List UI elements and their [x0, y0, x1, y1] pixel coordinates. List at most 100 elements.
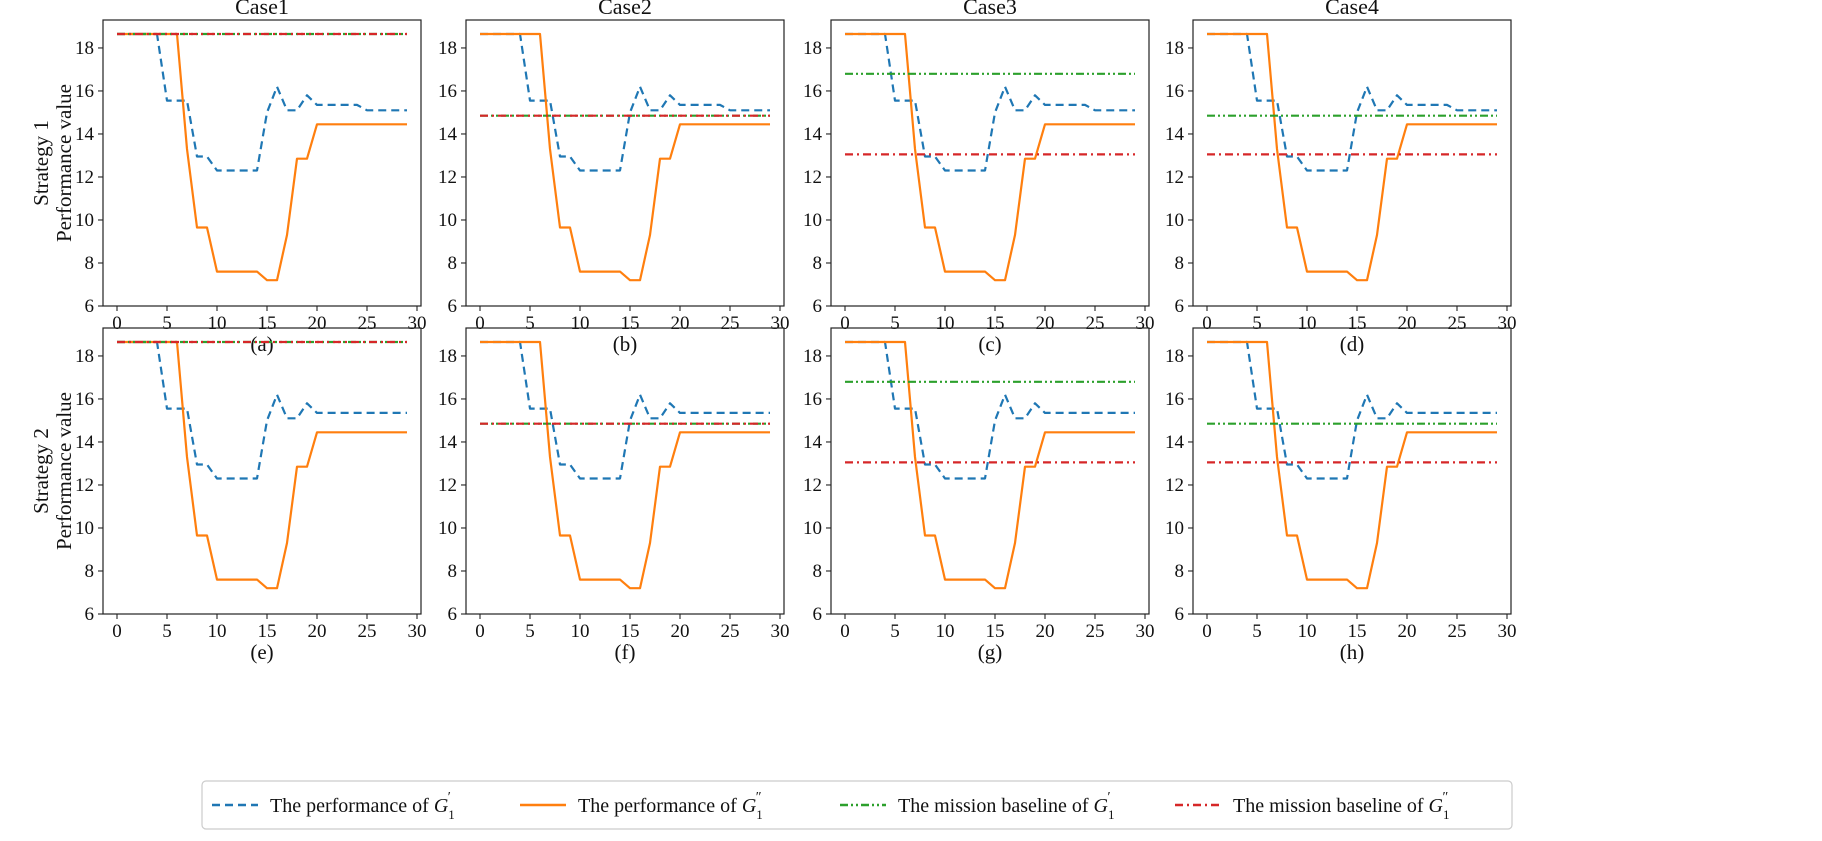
y-tick-label: 16	[438, 81, 457, 102]
series-line	[1207, 340, 1497, 480]
legend-entry: The mission baseline of G1 ′	[898, 790, 1114, 822]
x-tick-label: 15	[986, 621, 1005, 642]
x-tick-label: 25	[721, 313, 740, 334]
y-tick-label: 6	[448, 604, 458, 625]
subplot: 0 5 10 15 20 25 30 6 8 10 12 14 16 18 (b)	[438, 19, 790, 356]
x-tick-label: 25	[358, 313, 377, 334]
plot-frame	[830, 327, 1150, 615]
y-tick-label: 6	[1175, 604, 1185, 625]
x-tick-label: 30	[1498, 313, 1517, 334]
panel-label: (c)	[978, 332, 1001, 356]
series-line	[845, 32, 1135, 282]
legend: The performance of G1′ The performance of…	[201, 780, 1513, 830]
legend-entry: The performance of G1 ″	[578, 790, 763, 822]
plot-frame	[465, 19, 785, 307]
legend-superscript: ″	[756, 790, 762, 805]
series-line	[480, 32, 770, 172]
plot-frame	[102, 19, 422, 307]
y-tick-label: 6	[85, 604, 95, 625]
y-tick-label: 18	[75, 346, 94, 367]
y-tick-label: 16	[75, 81, 94, 102]
series-line	[1207, 32, 1497, 282]
x-tick-label: 15	[1348, 621, 1367, 642]
y-tick-label: 18	[1165, 38, 1184, 59]
x-tick-label: 0	[475, 621, 485, 642]
panels: 0 5 10 15 20 25 30 6 8 10 12 14 16 18 (a) 0 5 10 15 20 25 30 6…	[75, 19, 1517, 664]
y-tick-label: 6	[813, 604, 823, 625]
row-label-strategy: Strategy 1	[29, 120, 53, 206]
series-line	[117, 32, 407, 172]
x-tick-label: 30	[408, 313, 427, 334]
y-tick-label: 10	[803, 518, 822, 539]
x-tick-label: 15	[621, 621, 640, 642]
x-tick-label: 10	[1298, 313, 1317, 334]
x-tick-label: 30	[771, 313, 790, 334]
y-tick-label: 16	[75, 389, 94, 410]
x-tick-label: 10	[936, 313, 955, 334]
legend-entry: The performance of G1 ′	[270, 790, 455, 822]
case-title: Case1	[235, 0, 289, 19]
x-tick-label: 10	[571, 621, 590, 642]
y-tick-label: 16	[438, 389, 457, 410]
x-tick-label: 5	[890, 621, 900, 642]
panel-label: (e)	[250, 640, 273, 664]
x-tick-label: 5	[525, 621, 535, 642]
y-tick-label: 12	[803, 167, 822, 188]
subplot: 0 5 10 15 20 25 30 6 8 10 12 14 16 18 (e)	[75, 327, 427, 664]
legend-subscript: 1	[1443, 807, 1450, 822]
x-tick-label: 15	[986, 313, 1005, 334]
x-tick-label: 5	[1252, 621, 1262, 642]
case-title: Case4	[1325, 0, 1379, 19]
series-line	[845, 340, 1135, 480]
legend-text: The performance of	[270, 795, 434, 817]
x-tick-label: 25	[1086, 313, 1105, 334]
y-tick-label: 14	[75, 124, 95, 145]
legend-superscript: ″	[1442, 790, 1448, 805]
series-line	[480, 340, 770, 480]
y-tick-label: 8	[813, 253, 823, 274]
subplot: 0 5 10 15 20 25 30 6 8 10 12 14 16 18 (f)	[438, 327, 790, 664]
series-line	[845, 32, 1135, 172]
y-tick-label: 6	[1175, 296, 1185, 317]
legend-symbol: G	[1429, 795, 1444, 817]
x-tick-label: 0	[1202, 313, 1212, 334]
legend-subscript: 1	[1108, 807, 1115, 822]
x-tick-label: 10	[1298, 621, 1317, 642]
series-line	[1207, 340, 1497, 590]
y-tick-label: 6	[813, 296, 823, 317]
case-title: Case2	[598, 0, 652, 19]
x-tick-label: 15	[1348, 313, 1367, 334]
legend-superscript: ′	[448, 790, 451, 805]
y-tick-label: 18	[803, 38, 822, 59]
x-tick-label: 30	[408, 621, 427, 642]
panel-label: (a)	[250, 332, 273, 356]
legend-symbol: G	[742, 795, 757, 817]
y-tick-label: 12	[438, 167, 457, 188]
series-line	[1207, 32, 1497, 172]
legend-text: The mission baseline of	[898, 795, 1094, 817]
x-tick-label: 25	[1448, 313, 1467, 334]
x-tick-label: 15	[621, 313, 640, 334]
x-tick-label: 15	[258, 621, 277, 642]
row-label-strategy: Strategy 2	[29, 428, 53, 514]
x-tick-label: 20	[671, 621, 690, 642]
subplot: 0 5 10 15 20 25 30 6 8 10 12 14 16 18 (c)	[803, 19, 1155, 356]
x-tick-label: 30	[1498, 621, 1517, 642]
y-tick-label: 12	[75, 475, 94, 496]
series-line	[480, 32, 770, 282]
x-tick-label: 5	[525, 313, 535, 334]
x-tick-label: 0	[1202, 621, 1212, 642]
legend-subscript: 1	[756, 807, 763, 822]
subplot: 0 5 10 15 20 25 30 6 8 10 12 14 16 18 (g)	[803, 327, 1155, 664]
panel-label: (b)	[613, 332, 638, 356]
x-tick-label: 5	[162, 621, 172, 642]
panel-label: (f)	[615, 640, 636, 664]
case-title: Case3	[963, 0, 1017, 19]
x-tick-label: 25	[1448, 621, 1467, 642]
legend-text: The performance of	[578, 795, 742, 817]
y-tick-label: 14	[438, 432, 458, 453]
legend-subscript: 1	[448, 807, 455, 822]
y-tick-label: 14	[75, 432, 95, 453]
y-tick-label: 8	[85, 253, 95, 274]
